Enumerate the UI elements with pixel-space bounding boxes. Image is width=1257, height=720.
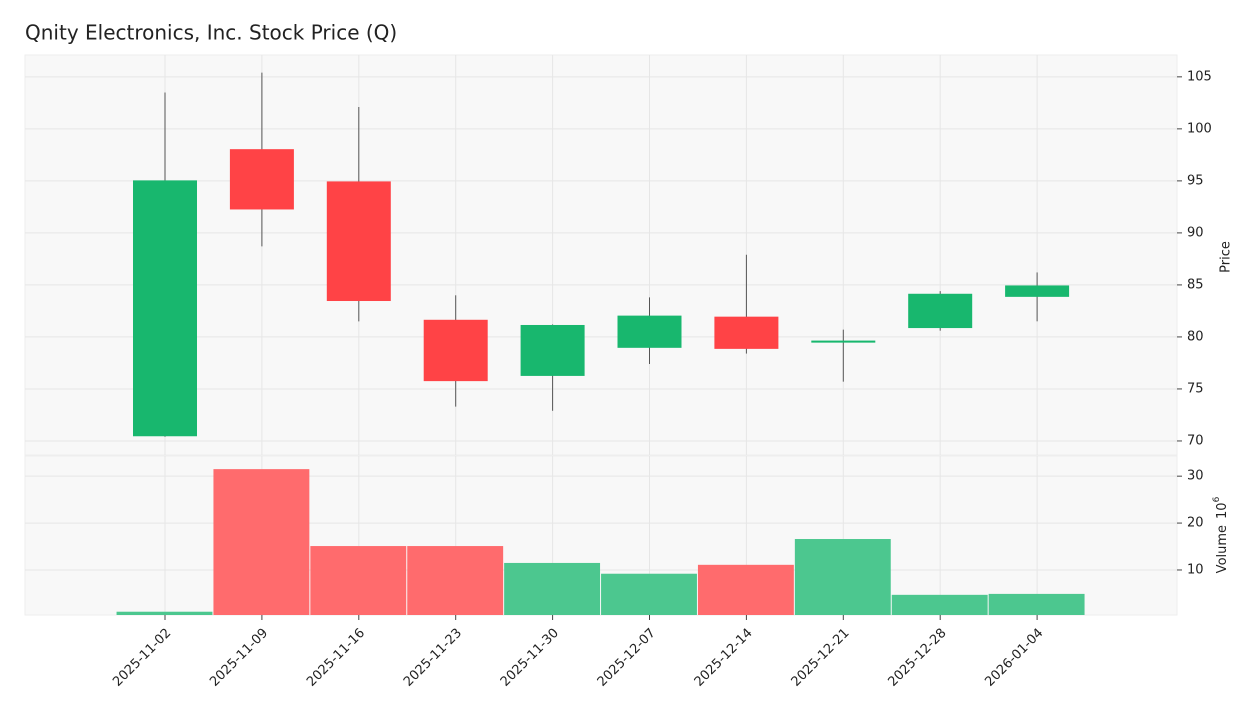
x-tick-label: 2025-11-23	[401, 626, 465, 690]
volume-axis-label: Volume 106	[1212, 496, 1230, 573]
volume-bar	[310, 546, 407, 615]
y-tick-label: 85	[1187, 277, 1204, 292]
volume-bar	[794, 539, 891, 615]
x-tick-label: 2025-12-28	[885, 626, 949, 690]
volume-bar	[504, 562, 601, 615]
candle-body	[520, 324, 585, 376]
volume-bar	[988, 593, 1085, 615]
volume-bar	[697, 564, 794, 615]
volume-bar	[116, 611, 213, 615]
y-axis-label: Price	[1219, 241, 1234, 273]
volume-bar	[891, 594, 988, 615]
volume-tick-label: 30	[1187, 469, 1204, 484]
candle-body	[423, 319, 488, 382]
candle-body	[714, 316, 779, 349]
candle-body	[133, 180, 197, 437]
volume-bar	[601, 573, 697, 615]
x-tick-label: 2025-11-30	[498, 626, 562, 690]
candle-body	[326, 181, 391, 302]
y-tick-label: 75	[1187, 381, 1204, 396]
y-tick-label: 80	[1187, 329, 1204, 344]
x-tick-label: 2025-11-16	[304, 626, 368, 690]
volume-label: Volume	[1215, 525, 1230, 573]
candle-body	[229, 149, 294, 210]
x-tick-label: 2026-01-04	[982, 626, 1046, 690]
candle-body	[811, 340, 876, 343]
y-tick-label: 95	[1187, 173, 1204, 188]
x-tick-label: 2025-12-21	[789, 626, 853, 690]
volume-panel	[24, 455, 1178, 616]
volume-tick-label: 10	[1187, 562, 1204, 577]
x-tick-label: 2025-11-02	[110, 626, 174, 690]
y-tick-label: 90	[1187, 225, 1204, 240]
volume-bar	[213, 469, 310, 615]
candle-body	[617, 315, 682, 348]
price-panel	[24, 54, 1178, 456]
volume-scale-base: 10	[1215, 502, 1230, 519]
y-tick-label: 105	[1187, 69, 1212, 84]
volume-tick-label: 20	[1187, 516, 1204, 531]
x-tick-label: 2025-12-14	[692, 626, 756, 690]
y-tick-label: 100	[1187, 121, 1212, 136]
volume-bar	[407, 546, 504, 615]
x-tick-label: 2025-12-07	[595, 626, 659, 690]
candle-body	[908, 293, 973, 329]
y-tick-label: 70	[1187, 433, 1204, 448]
volume-scale-exponent: 6	[1212, 496, 1222, 502]
candle-body	[1005, 285, 1070, 297]
x-tick-label: 2025-11-09	[207, 626, 271, 690]
chart-title: Qnity Electronics, Inc. Stock Price (Q)	[25, 21, 397, 45]
